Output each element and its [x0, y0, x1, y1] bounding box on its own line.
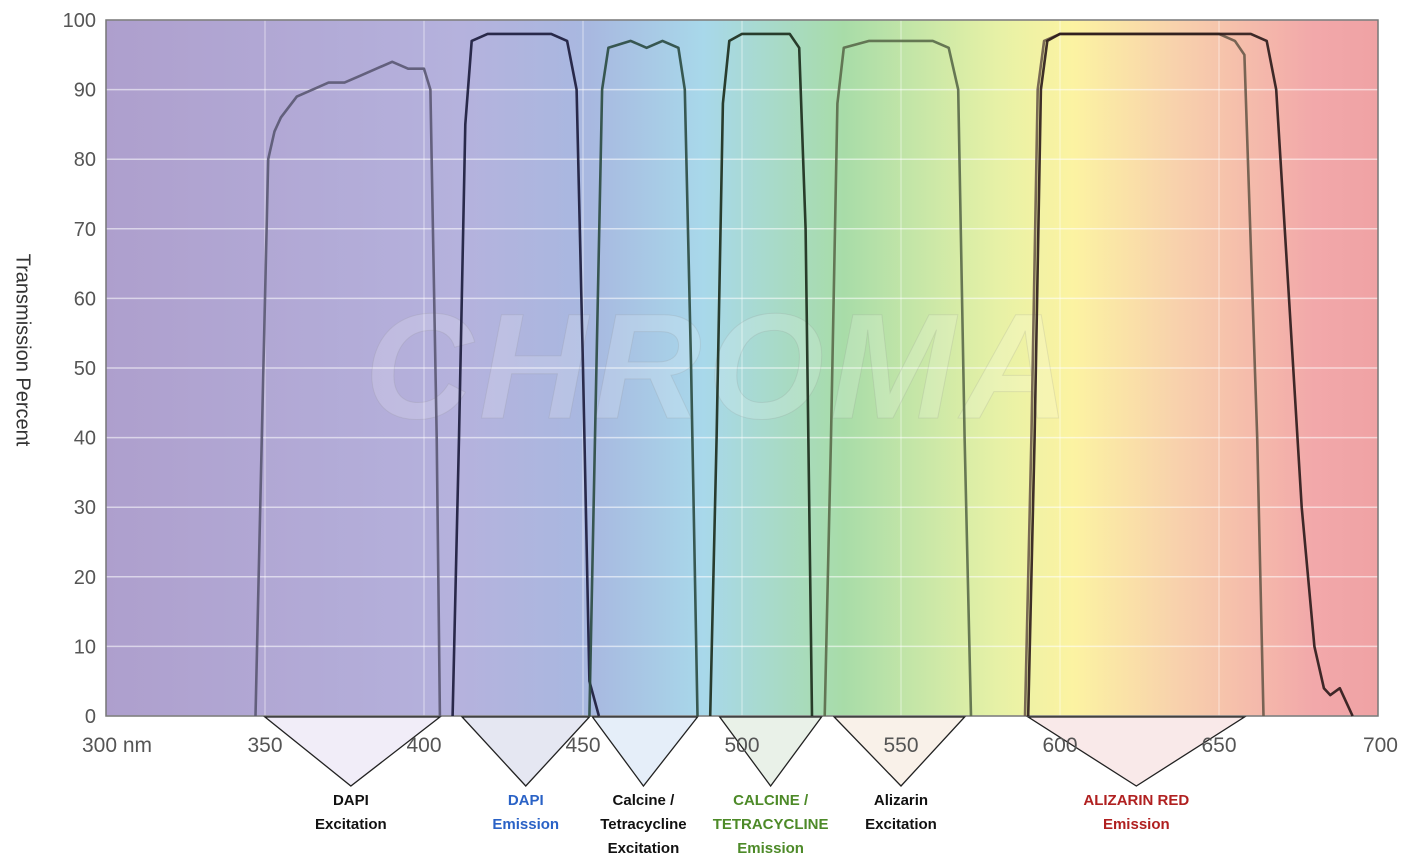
- y-tick-label: 90: [74, 80, 96, 102]
- filter-markers: [263, 716, 1247, 788]
- y-tick-label: 20: [74, 567, 96, 589]
- series-line: [588, 39, 699, 717]
- filter-label-line: Excitation: [315, 816, 387, 833]
- y-axis-ticks: 0 10 20 30 40 50 60 70 80 90 100: [63, 10, 96, 728]
- x-axis-ticks: 300 nm 350 400 450 500 550 600 650 700: [82, 734, 1398, 757]
- filter-label: Alizarin Excitation: [865, 789, 937, 837]
- x-tick-label: 700: [1363, 734, 1398, 757]
- filter-marker: [718, 716, 823, 788]
- series-line: [451, 32, 601, 717]
- filter-label-line: TETRACYCLINE: [712, 816, 829, 833]
- filter-label: DAPI Excitation: [315, 789, 387, 837]
- filter-label-line: Alizarin: [873, 792, 929, 809]
- series-line: [1026, 32, 1354, 717]
- series-group: [254, 32, 1354, 717]
- y-tick-label: 40: [74, 428, 96, 450]
- filter-marker: [263, 716, 442, 787]
- filter-label-line: Emission: [492, 816, 560, 833]
- series-line: [254, 60, 442, 717]
- filter-label-line: CALCINE /: [733, 792, 809, 809]
- y-tick-label: 100: [63, 10, 96, 32]
- series-line: [708, 32, 814, 717]
- y-axis-label: Transmission Percent: [11, 253, 34, 447]
- filter-marker: [460, 716, 591, 787]
- filter-label-line: Excitation: [607, 840, 680, 857]
- y-tick-label: 0: [85, 706, 96, 728]
- series-line: [823, 39, 973, 717]
- filter-marker: [832, 716, 967, 787]
- grid-lines: [105, 19, 1379, 717]
- filter-label-line: DAPI: [507, 792, 544, 809]
- filter-label: ALIZARIN RED Emission: [1083, 789, 1189, 837]
- filter-label-line: Calcine /: [612, 792, 675, 809]
- filter-label-line: Excitation: [865, 816, 937, 833]
- filter-label: Calcine / Tetracycline Excitation: [600, 789, 686, 861]
- x-tick-label: 300 nm: [82, 734, 152, 757]
- y-tick-label: 30: [74, 497, 96, 519]
- y-tick-label: 60: [74, 288, 96, 310]
- y-tick-label: 10: [74, 636, 96, 658]
- y-tick-label: 80: [74, 149, 96, 171]
- filter-label-line: Emission: [1102, 816, 1170, 833]
- plot-border: [105, 19, 1379, 717]
- filter-label-line: Tetracycline: [600, 816, 687, 833]
- y-tick-label: 70: [74, 219, 96, 241]
- filter-label-line: Emission: [737, 840, 804, 857]
- x-tick-label: 350: [247, 734, 282, 757]
- filter-marker: [591, 716, 699, 788]
- x-tick-label: 500: [724, 734, 759, 757]
- x-tick-label: 450: [565, 734, 600, 757]
- x-tick-label: 650: [1201, 734, 1236, 757]
- filter-label-line: ALIZARIN RED: [1083, 792, 1190, 809]
- x-tick-label: 600: [1042, 734, 1077, 757]
- filter-marker: [1025, 716, 1247, 787]
- x-tick-label: 550: [883, 734, 918, 757]
- x-tick-label: 400: [406, 734, 441, 757]
- filter-label: CALCINE / TETRACYCLINE Emission: [713, 789, 829, 861]
- filter-label-line: DAPI: [332, 792, 369, 809]
- y-tick-label: 50: [74, 358, 96, 380]
- filter-label: DAPI Emission: [492, 789, 559, 837]
